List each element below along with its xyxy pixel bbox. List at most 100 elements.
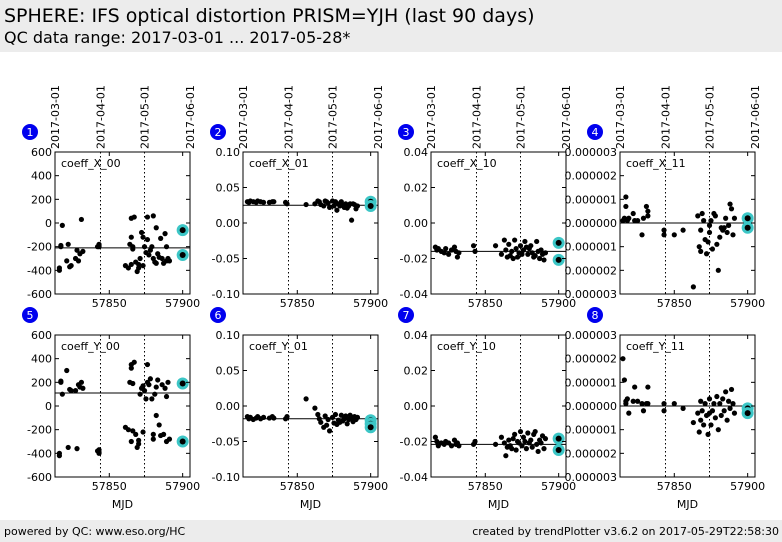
y-tick-label: 0.000002: [565, 447, 618, 460]
x-tick-label: 57900: [730, 297, 765, 310]
data-point: [671, 401, 677, 407]
data-point: [720, 396, 726, 402]
plot-badge: [210, 124, 226, 140]
plot-badge-number: 3: [403, 126, 410, 139]
y-tick-label: 0.000003: [565, 329, 618, 342]
data-point: [541, 446, 547, 452]
data-point: [708, 422, 714, 428]
x-axis-label: MJD: [300, 498, 321, 511]
data-point: [321, 203, 327, 209]
plot-label: coeff_X_11: [626, 157, 686, 170]
data-point: [701, 218, 707, 224]
data-point: [699, 408, 705, 414]
data-point: [159, 382, 165, 388]
x-tick-label: 57850: [92, 480, 127, 493]
data-point: [621, 377, 628, 383]
data-point: [714, 241, 720, 247]
y-tick-label: 400: [31, 353, 52, 366]
data-point: [153, 412, 159, 419]
data-point: [284, 201, 290, 207]
top-date-label: 2017-05-01: [704, 85, 717, 149]
data-point: [708, 218, 714, 224]
data-point: [698, 227, 704, 233]
data-point: [326, 204, 333, 210]
x-tick-label: 57900: [353, 480, 388, 493]
highlight-point-core: [179, 380, 186, 387]
data-point: [315, 411, 321, 418]
data-point: [536, 255, 543, 262]
data-point: [143, 396, 149, 402]
data-point: [324, 422, 330, 428]
y-tick-label: 0.05: [216, 182, 241, 195]
data-point: [661, 401, 667, 407]
data-point: [709, 246, 716, 252]
y-tick-label: 0.000001: [565, 376, 618, 389]
data-point: [709, 408, 716, 414]
y-tick-label: 0.000001: [565, 193, 618, 206]
data-point: [730, 401, 736, 407]
data-point: [706, 396, 713, 402]
data-point: [509, 446, 515, 452]
data-point: [470, 243, 477, 249]
data-point: [155, 377, 161, 383]
plot-frame: [54, 151, 191, 295]
data-point: [718, 412, 724, 419]
data-point: [632, 384, 638, 390]
data-point: [523, 446, 529, 452]
data-point: [153, 384, 159, 390]
data-point: [434, 438, 440, 445]
data-point: [165, 379, 171, 385]
data-point: [128, 261, 134, 268]
data-point: [163, 244, 170, 250]
data-point: [160, 431, 167, 437]
data-point: [141, 244, 148, 250]
data-point: [149, 244, 155, 250]
data-point: [538, 440, 544, 446]
highlight-point-core: [555, 256, 562, 263]
y-tick-label: -600: [27, 288, 52, 301]
data-point: [538, 247, 544, 253]
x-tick-label: 57850: [468, 480, 503, 493]
data-point: [326, 428, 333, 434]
y-tick-label: 0.000003: [565, 288, 618, 301]
plot-badge-number: 4: [592, 126, 599, 139]
data-point: [59, 222, 65, 228]
y-tick-label: 0.000002: [565, 170, 618, 183]
x-tick-label: 57850: [657, 480, 692, 493]
data-point: [140, 263, 146, 269]
data-point: [698, 417, 704, 423]
data-point: [472, 248, 478, 254]
data-point: [706, 229, 713, 236]
data-point: [348, 217, 355, 223]
data-point: [131, 359, 137, 365]
y-tick-label: -200: [27, 424, 52, 437]
data-point: [74, 247, 80, 253]
data-point: [645, 213, 651, 219]
y-tick-label: 0.00: [404, 217, 429, 230]
y-tick-label: -0.05: [212, 253, 240, 266]
data-point: [645, 208, 651, 214]
data-point: [714, 393, 720, 400]
plot-panel-3: [398, 124, 567, 295]
plot-badge: [587, 307, 603, 323]
data-point: [78, 216, 85, 223]
footer-created: created by trendPlotter v3.6.2 on 2017-0…: [472, 525, 779, 538]
data-point: [78, 379, 85, 385]
data-point: [725, 398, 732, 404]
data-point: [501, 440, 507, 446]
data-point: [96, 449, 102, 455]
plot-badge: [210, 307, 226, 323]
highlight-point-core: [179, 251, 186, 258]
y-tick-label: 0.00: [216, 217, 241, 230]
data-point: [312, 405, 318, 411]
data-point: [128, 438, 134, 445]
data-point: [130, 246, 136, 252]
plot-badge: [587, 124, 603, 140]
data-point: [522, 438, 528, 445]
data-point: [144, 214, 151, 220]
x-tick-label: 57850: [657, 297, 692, 310]
plot-panel-6: [210, 307, 379, 478]
plot-badge: [398, 124, 414, 140]
data-point: [506, 437, 512, 443]
data-point: [271, 415, 277, 421]
